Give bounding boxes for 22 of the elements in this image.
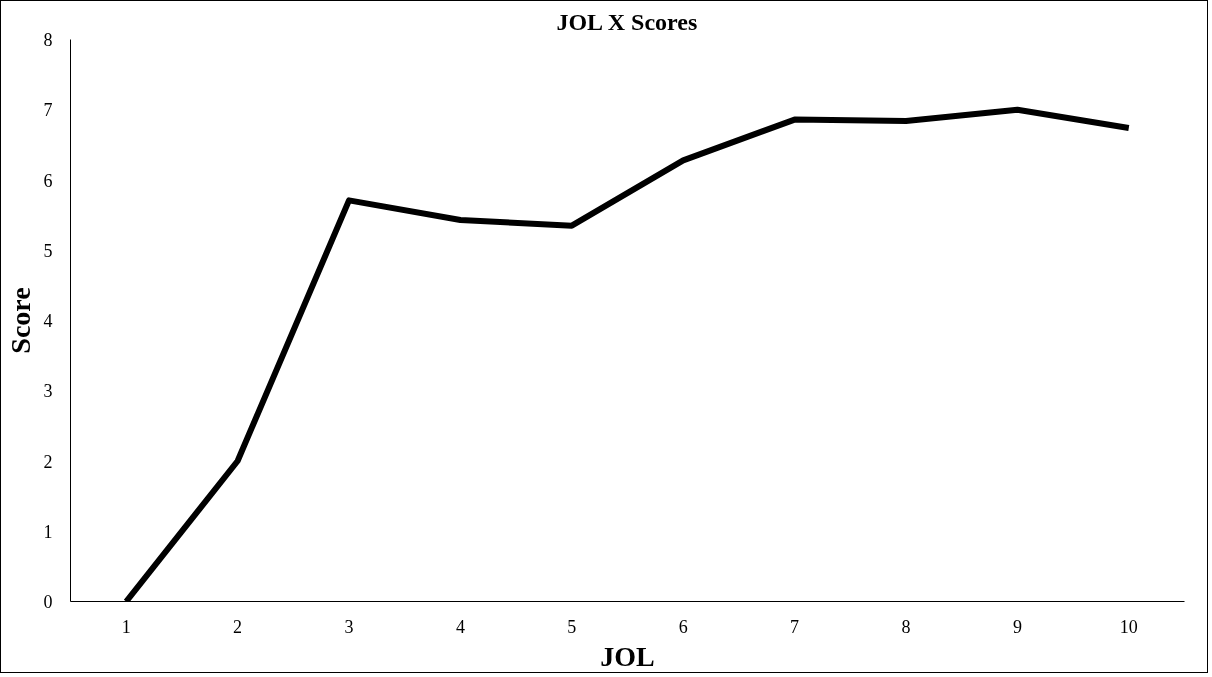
x-tick-label: 7 — [790, 616, 800, 637]
y-axis-title: Score — [4, 287, 36, 354]
y-tick-label: 2 — [43, 451, 53, 472]
y-tick-label: 3 — [43, 381, 53, 402]
x-tick-label: 10 — [1119, 616, 1138, 637]
y-tick-label: 8 — [43, 30, 53, 50]
y-tick-label: 4 — [43, 311, 53, 331]
x-tick-label: 3 — [344, 616, 354, 637]
x-axis-title: JOL — [600, 640, 655, 672]
y-tick-label: 7 — [43, 100, 53, 121]
x-tick-label: 4 — [455, 616, 465, 637]
x-tick-label: 5 — [567, 616, 577, 637]
y-tick-label: 5 — [43, 240, 53, 261]
y-tick-label: 6 — [43, 170, 53, 191]
y-tick-label: 0 — [43, 592, 53, 612]
x-tick-label: 1 — [121, 616, 131, 637]
x-tick-label: 8 — [901, 616, 911, 637]
x-tick-label: 6 — [678, 616, 688, 637]
x-tick-label: 9 — [1012, 616, 1022, 637]
chart-title: JOL X Scores — [556, 8, 698, 35]
x-tick-label: 2 — [233, 616, 243, 637]
y-tick-label: 1 — [43, 521, 53, 542]
